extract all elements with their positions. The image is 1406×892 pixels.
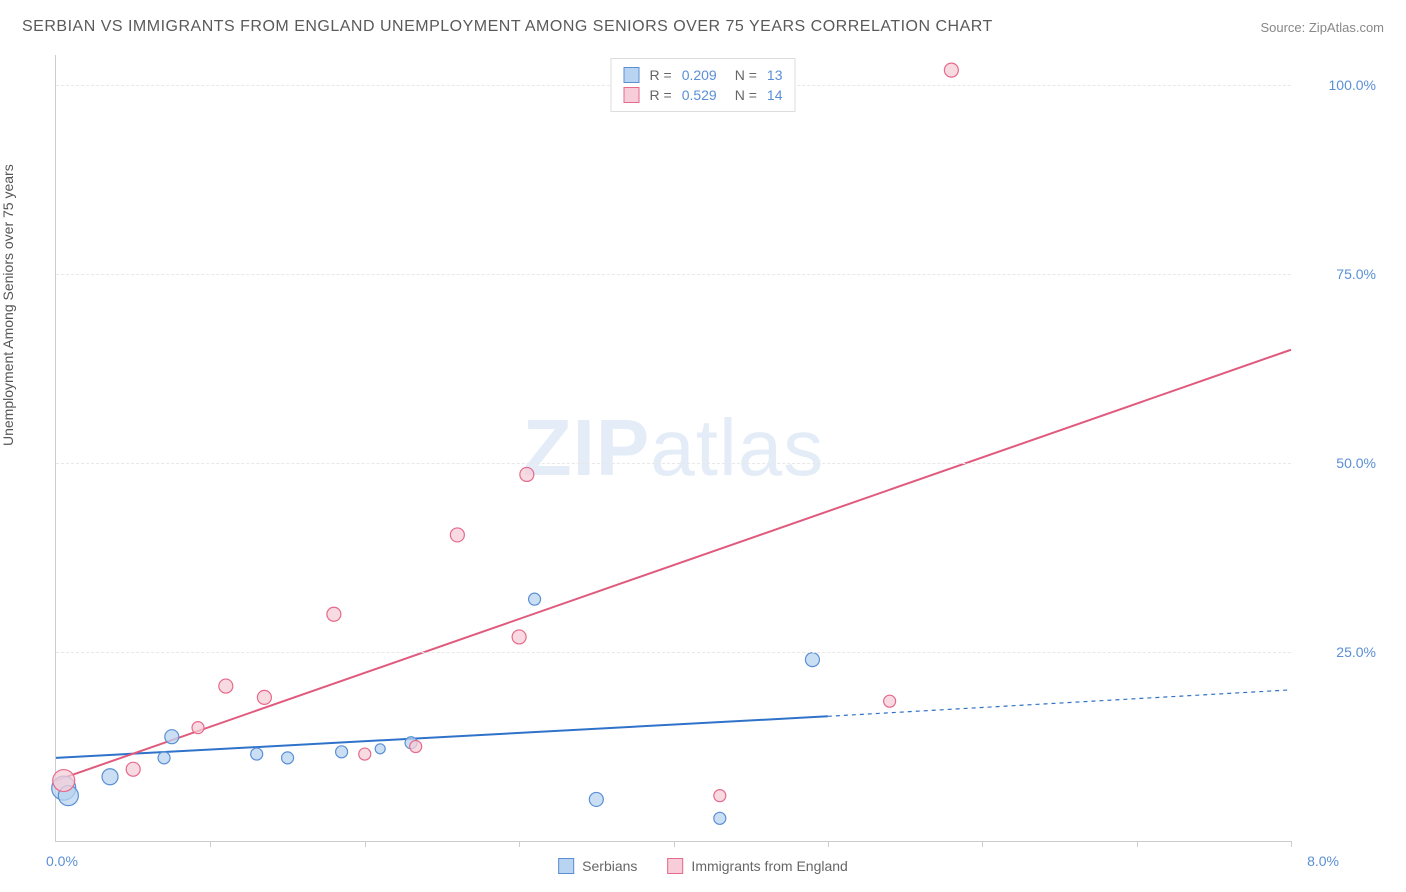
y-tick-label: 25.0% [1301,644,1376,660]
x-tick [1137,841,1138,847]
data-point [102,769,118,785]
data-point [410,741,422,753]
x-tick [982,841,983,847]
x-axis-min-label: 0.0% [46,853,78,869]
y-tick-label: 50.0% [1301,455,1376,471]
data-point [53,770,75,792]
legend-r-label: R = [650,87,672,103]
data-point [336,746,348,758]
data-point [219,679,233,693]
data-point [359,748,371,760]
legend-r-value: 0.529 [682,87,717,103]
source-attribution: Source: ZipAtlas.com [1260,20,1384,35]
legend-label: Serbians [582,858,637,874]
grid-line [56,274,1291,275]
legend-n-label: N = [735,87,757,103]
data-point [327,607,341,621]
data-point [282,752,294,764]
grid-line [56,652,1291,653]
x-tick [210,841,211,847]
data-point [126,762,140,776]
trend-line-serbians-dashed [828,690,1291,716]
legend-swatch [558,858,574,874]
data-point [165,730,179,744]
x-tick [674,841,675,847]
legend-n-value: 14 [767,87,783,103]
legend-swatch [667,858,683,874]
legend-r-label: R = [650,67,672,83]
trend-line-immigrants [56,350,1291,781]
data-point [450,528,464,542]
x-tick [1291,841,1292,847]
data-point [884,695,896,707]
x-tick [365,841,366,847]
legend-item: Immigrants from England [667,858,847,874]
legend-label: Immigrants from England [691,858,847,874]
series-legend: Serbians Immigrants from England [558,858,848,874]
data-point [512,630,526,644]
data-point [158,752,170,764]
data-point [714,812,726,824]
legend-n-value: 13 [767,67,783,83]
data-point [375,744,385,754]
y-axis-label: Unemployment Among Seniors over 75 years [0,164,16,446]
grid-line [56,463,1291,464]
x-tick [828,841,829,847]
data-point [257,690,271,704]
chart-plot-area: ZIPatlas 0.0% 8.0% 25.0%50.0%75.0%100.0% [55,55,1291,842]
data-point [589,792,603,806]
chart-title: SERBIAN VS IMMIGRANTS FROM ENGLAND UNEMP… [22,18,993,36]
y-tick-label: 100.0% [1301,77,1376,93]
legend-row: R = 0.529 N = 14 [624,85,783,105]
correlation-legend: R = 0.209 N = 13 R = 0.529 N = 14 [611,58,796,112]
x-tick [519,841,520,847]
data-point [520,467,534,481]
scatter-plot-svg [56,55,1291,841]
data-point [529,593,541,605]
y-tick-label: 75.0% [1301,266,1376,282]
data-point [192,722,204,734]
data-point [805,653,819,667]
legend-n-label: N = [735,67,757,83]
legend-swatch [624,87,640,103]
x-axis-max-label: 8.0% [1307,853,1339,869]
legend-row: R = 0.209 N = 13 [624,65,783,85]
data-point [251,748,263,760]
data-point [944,63,958,77]
legend-swatch [624,67,640,83]
legend-item: Serbians [558,858,637,874]
data-point [714,790,726,802]
legend-r-value: 0.209 [682,67,717,83]
